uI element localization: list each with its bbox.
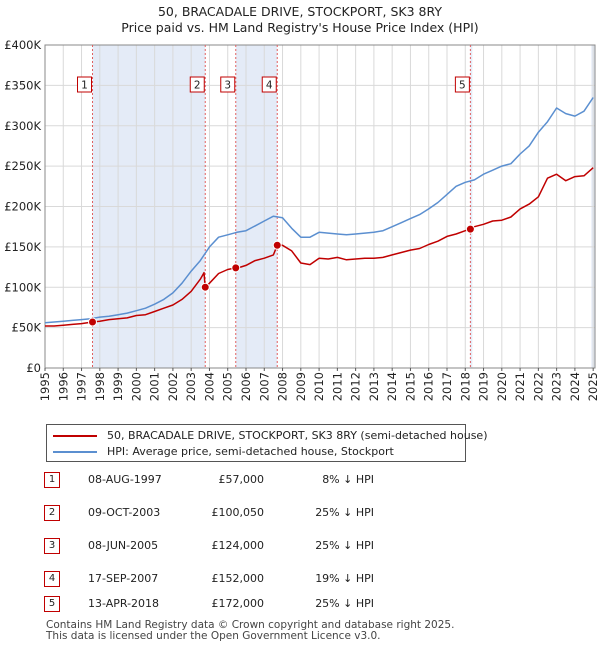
transaction-label-box [261,76,277,93]
table-row: 1 08-AUG-1997 £57,000 8% ↓ HPI [44,471,444,489]
transaction-hpi-diff: 25% ↓ HPI [315,597,374,610]
legend-swatch-hpi [53,451,97,453]
x-tick-label: 1995 [38,372,52,401]
transaction-hpi-diff: 19% ↓ HPI [315,572,374,585]
plot-frame [44,44,596,369]
transaction-label-number: 5 [459,80,466,92]
x-tick-label: 2007 [257,372,271,401]
x-tick-label: 1997 [75,372,89,401]
footer-attribution: Contains HM Land Registry data © Crown c… [46,620,454,642]
footer-line-2: This data is licensed under the Open Gov… [46,630,381,642]
transaction-label-number: 3 [224,80,231,92]
transaction-price: £152,000 [211,572,265,585]
x-tick-label: 2012 [349,372,363,401]
transaction-marker-label: 3 [44,538,60,554]
title-line-2: Price paid vs. HM Land Registry's House … [121,20,479,35]
x-tick-label: 2008 [276,372,290,401]
y-tick-label: £0 [26,361,41,375]
x-tick-label: 2019 [477,372,491,401]
x-tick-label: 2020 [495,372,509,401]
x-tick-label: 2016 [422,372,436,401]
transaction-label-box [220,76,236,93]
table-row: 2 09-OCT-2003 £100,050 25% ↓ HPI [44,504,444,522]
x-tick-label: 2001 [148,372,162,401]
transaction-marker-label: 5 [44,596,60,612]
x-tick-label: 2013 [367,372,381,401]
x-tick-label: 1998 [93,372,107,401]
y-tick-label: £400K [4,38,41,52]
transaction-price: £172,000 [211,597,265,610]
title-line-1: 50, BRACADALE DRIVE, STOCKPORT, SK3 8RY [157,4,442,19]
table-row: 4 17-SEP-2007 £152,000 19% ↓ HPI [44,570,444,588]
y-tick-label: £250K [4,159,41,173]
y-tick-label: £350K [4,78,41,92]
transaction-date: 09-OCT-2003 [88,506,161,519]
transaction-label-number: 2 [194,80,201,92]
x-tick-label: 2018 [458,372,472,401]
y-tick-label: £200K [4,200,41,214]
transaction-point [88,317,98,327]
transaction-price: £100,050 [211,506,265,519]
x-tick-label: 2011 [330,372,344,401]
transaction-hpi-diff: 25% ↓ HPI [315,506,374,519]
legend-label-hpi: HPI: Average price, semi-detached house,… [107,445,394,458]
transaction-price: £124,000 [211,539,265,552]
transaction-point [200,282,210,292]
legend-swatch-property [53,435,97,437]
x-tick-label: 1996 [56,372,70,401]
x-tick-label: 2003 [184,372,198,401]
transaction-marker-label: 2 [44,505,60,521]
transaction-hpi-diff: 8% ↓ HPI [322,473,374,486]
x-tick-label: 2022 [531,372,545,401]
x-tick-label: 2005 [221,372,235,401]
x-tick-label: 2002 [166,372,180,401]
x-tick-label: 2017 [440,372,454,401]
x-tick-label: 2024 [568,372,582,401]
transaction-price: £57,000 [218,473,265,486]
transaction-label-number: 4 [266,80,273,92]
x-tick-label: 2025 [586,372,600,401]
footer-line-1: Contains HM Land Registry data © Crown c… [46,619,455,631]
series-line-hpi [44,97,594,324]
chart-title: 50, BRACADALE DRIVE, STOCKPORT, SK3 8RY … [0,4,600,36]
x-tick-label: 2009 [294,372,308,401]
transaction-date: 17-SEP-2007 [88,572,159,585]
x-tick-label: 2021 [513,372,527,401]
series-line-property [45,167,594,327]
y-tick-label: £50K [12,321,42,335]
y-tick-label: £150K [4,240,41,254]
chart-legend: 50, BRACADALE DRIVE, STOCKPORT, SK3 8RY … [46,424,487,462]
legend-label-property: 50, BRACADALE DRIVE, STOCKPORT, SK3 8RY … [107,429,488,442]
y-tick-label: £300K [4,119,41,133]
transaction-point [272,240,282,250]
x-tick-label: 2023 [550,372,564,401]
transaction-hpi-diff: 25% ↓ HPI [315,539,374,552]
transaction-label-number: 1 [81,80,88,92]
transaction-marker-label: 4 [44,571,60,587]
transaction-marker-label: 1 [44,472,60,488]
price-chart: £0 £50K £100K £150K £200K £250K £300K £350K £400… [4,38,600,401]
transaction-point [231,263,241,273]
transaction-label-box [189,76,205,93]
x-tick-label: 2000 [129,372,143,401]
x-tick-label: 2010 [312,372,326,401]
x-tick-label: 2006 [239,372,253,401]
x-tick-label: 1999 [111,372,125,401]
x-tick-label: 2015 [403,372,417,401]
transaction-label-box [454,76,470,93]
transaction-label-box [77,76,93,93]
y-tick-label: £100K [4,280,41,294]
x-tick-label: 2004 [202,372,216,401]
table-row: 3 08-JUN-2005 £124,000 25% ↓ HPI [44,537,444,555]
transaction-point [465,224,475,234]
transaction-date: 08-JUN-2005 [88,539,159,552]
table-row: 5 13-APR-2018 £172,000 25% ↓ HPI [44,595,444,613]
transaction-date: 08-AUG-1997 [88,473,162,486]
x-tick-label: 2014 [385,372,399,401]
transaction-date: 13-APR-2018 [88,597,160,610]
